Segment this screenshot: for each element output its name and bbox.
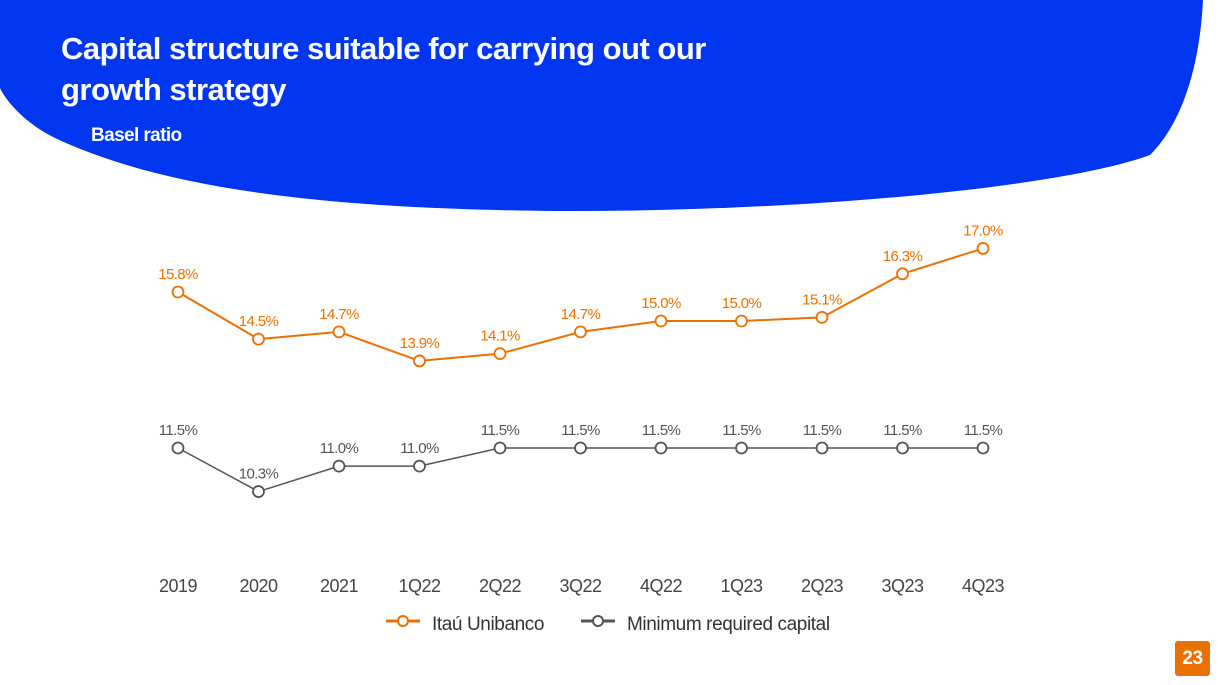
itau-data-label: 16.3%: [883, 248, 923, 265]
minimum-data-label: 10.3%: [239, 466, 279, 483]
header-background: [0, 0, 1203, 212]
itau-point: [171, 285, 185, 299]
x-tick-label: 4Q22: [640, 576, 683, 596]
itau-data-label: 14.1%: [480, 328, 520, 345]
itau-point: [654, 314, 668, 328]
itau-point: [413, 354, 426, 368]
minimum-data-label: 11.5%: [722, 422, 761, 439]
itau-data-label: 15.1%: [802, 291, 842, 308]
x-tick-label: 2021: [320, 576, 359, 596]
itau-point: [815, 310, 829, 324]
minimum-data-label: 11.5%: [642, 422, 681, 439]
x-tick-label: 2019: [159, 576, 198, 596]
x-tick-label: 1Q22: [398, 576, 441, 596]
itau-data-label: 17.0%: [963, 222, 1003, 239]
x-tick-label: 2Q22: [479, 576, 522, 596]
x-tick-label: 1Q23: [720, 576, 763, 596]
minimum-point: [493, 441, 507, 455]
itau-point: [252, 332, 265, 346]
itau-point: [735, 314, 748, 328]
minimum-point: [815, 441, 829, 455]
minimum-data-label: 11.0%: [320, 440, 359, 457]
x-tick-label: 3Q23: [881, 576, 924, 596]
itau-point: [493, 347, 507, 361]
minimum-data-label: 11.5%: [964, 422, 1003, 439]
minimum-series-line: [177, 447, 983, 493]
minimum-point: [171, 441, 185, 455]
itau-data-label: 13.9%: [400, 335, 440, 352]
itau-point: [332, 325, 346, 339]
minimum-data-label: 11.5%: [159, 422, 198, 439]
itau-data-label: 15.8%: [158, 266, 198, 283]
minimum-point: [735, 441, 748, 455]
itau-point: [574, 325, 587, 339]
itau-data-label: 14.5%: [239, 313, 279, 330]
page-number-badge: 23: [1175, 641, 1210, 676]
chart-subtitle: Basel ratio: [91, 125, 182, 146]
legend-marker: [397, 615, 409, 627]
minimum-point: [896, 441, 909, 455]
itau-series-line: [177, 247, 984, 362]
itau-point: [976, 242, 990, 255]
minimum-point: [332, 459, 346, 473]
x-tick-label: 3Q22: [559, 576, 602, 596]
minimum-data-label: 11.5%: [803, 422, 842, 439]
itau-data-label: 14.7%: [561, 306, 601, 323]
minimum-data-label: 11.0%: [400, 440, 439, 457]
itau-data-label: 14.7%: [319, 306, 359, 323]
minimum-data-label: 11.5%: [481, 422, 520, 439]
x-tick-label: 2Q23: [801, 576, 844, 596]
legend-label: Itaú Unibanco: [432, 614, 544, 635]
itau-data-label: 15.0%: [641, 295, 681, 312]
minimum-point: [252, 485, 265, 498]
x-tick-label: 2020: [239, 576, 278, 596]
minimum-point: [574, 441, 587, 455]
x-tick-label: 4Q23: [962, 576, 1005, 596]
itau-point: [896, 267, 909, 281]
minimum-point: [976, 441, 990, 455]
minimum-point: [654, 441, 668, 455]
minimum-data-label: 11.5%: [883, 422, 922, 439]
legend-label: Minimum required capital: [627, 614, 830, 635]
minimum-point: [413, 459, 426, 473]
itau-data-label: 15.0%: [722, 295, 762, 312]
minimum-data-label: 11.5%: [561, 422, 600, 439]
legend-marker: [592, 615, 604, 627]
header-blob-shape: [0, 0, 1203, 212]
page-title: Capital structure suitable for carrying …: [61, 31, 706, 107]
